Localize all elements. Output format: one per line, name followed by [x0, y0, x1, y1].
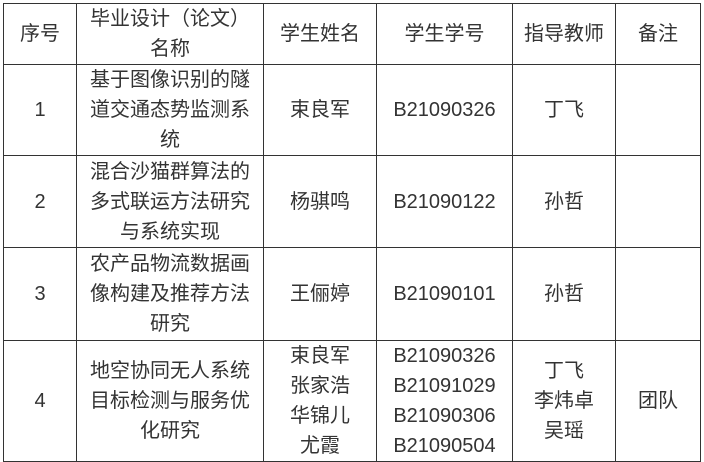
- cell-student-id: B21090326: [376, 64, 513, 156]
- cell-serial-number: 2: [3, 155, 77, 248]
- header-serial-number: 序号: [3, 3, 77, 65]
- table-row: 3 农产品物流数据画 像构建及推荐方法 研究 王俪婷 B21090101 孙哲: [3, 247, 701, 341]
- cell-advisor: 孙哲: [512, 155, 616, 248]
- cell-serial-number: 1: [3, 64, 77, 156]
- cell-remark: 团队: [615, 340, 701, 462]
- cell-student-name: 王俪婷: [263, 247, 377, 341]
- table-row: 4 地空协同无人系统 目标检测与服务优 化研究 束良军 张家浩 华锦儿 尤霞 B…: [3, 340, 701, 462]
- cell-serial-number: 3: [3, 247, 77, 341]
- cell-student-id: B21090122: [376, 155, 513, 248]
- header-thesis-title: 毕业设计（论文） 名称: [76, 3, 264, 65]
- cell-thesis-title: 基于图像识别的隧 道交通态势监测系 统: [76, 64, 264, 156]
- cell-student-id: B21090326 B21091029 B21090306 B21090504: [376, 340, 513, 462]
- cell-remark: [615, 247, 701, 341]
- cell-serial-number: 4: [3, 340, 77, 462]
- header-student-name: 学生姓名: [263, 3, 377, 65]
- table-header-row: 序号 毕业设计（论文） 名称 学生姓名 学生学号 指导教师 备注: [3, 3, 701, 65]
- cell-advisor: 孙哲: [512, 247, 616, 341]
- table-row: 2 混合沙猫群算法的 多式联运方法研究 与系统实现 杨骐鸣 B21090122 …: [3, 155, 701, 248]
- cell-advisor: 丁飞 李炜卓 吴瑶: [512, 340, 616, 462]
- thesis-project-table: 序号 毕业设计（论文） 名称 学生姓名 学生学号 指导教师 备注 1 基于图像识…: [3, 3, 701, 462]
- cell-thesis-title: 混合沙猫群算法的 多式联运方法研究 与系统实现: [76, 155, 264, 248]
- cell-remark: [615, 155, 701, 248]
- header-advisor: 指导教师: [512, 3, 616, 65]
- cell-remark: [615, 64, 701, 156]
- cell-student-name: 杨骐鸣: [263, 155, 377, 248]
- header-student-id: 学生学号: [376, 3, 513, 65]
- table-row: 1 基于图像识别的隧 道交通态势监测系 统 束良军 B21090326 丁飞: [3, 64, 701, 156]
- header-remark: 备注: [615, 3, 701, 65]
- cell-advisor: 丁飞: [512, 64, 616, 156]
- cell-student-id: B21090101: [376, 247, 513, 341]
- cell-thesis-title: 农产品物流数据画 像构建及推荐方法 研究: [76, 247, 264, 341]
- cell-student-name: 束良军: [263, 64, 377, 156]
- cell-student-name: 束良军 张家浩 华锦儿 尤霞: [263, 340, 377, 462]
- cell-thesis-title: 地空协同无人系统 目标检测与服务优 化研究: [76, 340, 264, 462]
